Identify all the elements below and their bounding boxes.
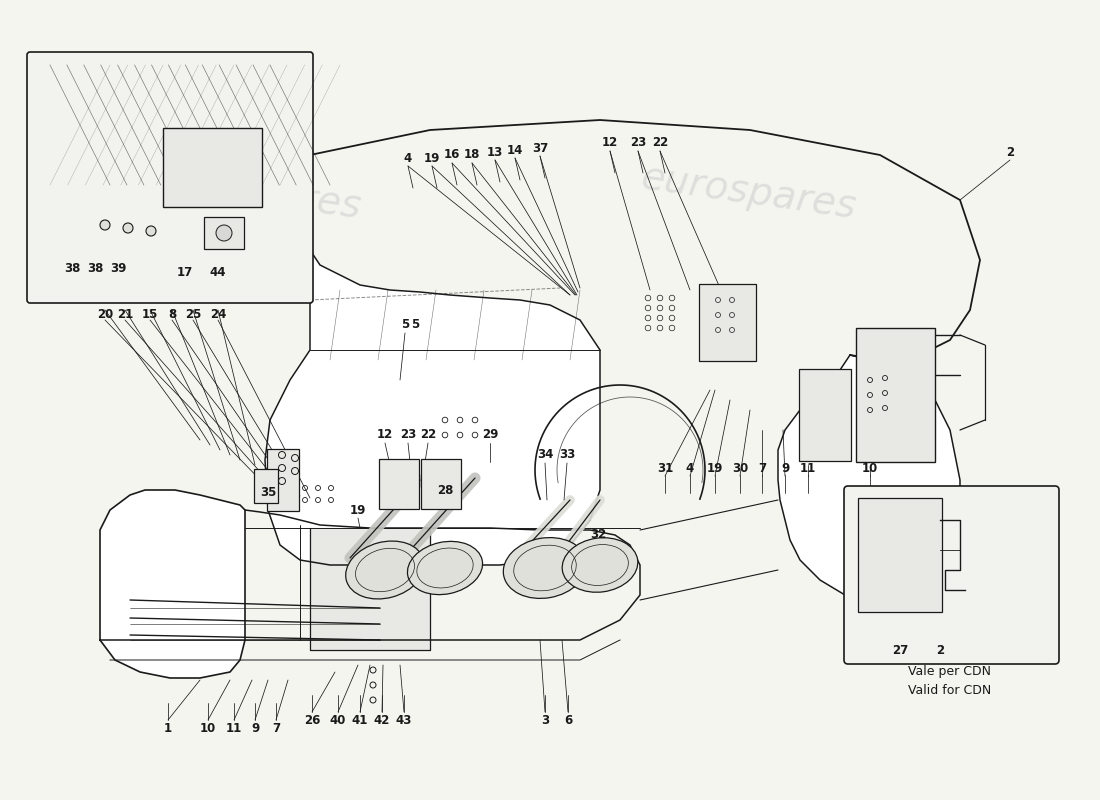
Text: 38: 38	[64, 262, 80, 274]
Text: 10: 10	[862, 462, 878, 474]
Text: 37: 37	[532, 142, 548, 154]
FancyBboxPatch shape	[856, 328, 935, 462]
Text: eurospares: eurospares	[143, 158, 363, 226]
Text: 29: 29	[482, 429, 498, 442]
Text: 9: 9	[781, 462, 789, 474]
Text: 8: 8	[168, 309, 176, 322]
Text: 38: 38	[87, 262, 103, 274]
Text: 2: 2	[936, 643, 944, 657]
Text: 19: 19	[424, 151, 440, 165]
Text: 32: 32	[590, 529, 606, 542]
FancyBboxPatch shape	[379, 459, 419, 509]
Text: 19: 19	[350, 503, 366, 517]
Text: 23: 23	[630, 137, 646, 150]
Text: 42: 42	[374, 714, 390, 726]
FancyBboxPatch shape	[267, 449, 299, 511]
Text: 22: 22	[420, 429, 436, 442]
Text: Vale per CDN: Vale per CDN	[909, 666, 991, 678]
Text: 13: 13	[487, 146, 503, 158]
Text: 4: 4	[404, 151, 412, 165]
Text: 16: 16	[443, 149, 460, 162]
Text: 18: 18	[464, 149, 481, 162]
Text: 12: 12	[377, 429, 393, 442]
FancyBboxPatch shape	[421, 459, 461, 509]
Text: 11: 11	[226, 722, 242, 734]
Circle shape	[123, 223, 133, 233]
Text: 26: 26	[304, 714, 320, 726]
Text: 11: 11	[800, 462, 816, 474]
Text: 17: 17	[177, 266, 194, 278]
Text: 19: 19	[707, 462, 723, 474]
Text: 5: 5	[411, 318, 419, 331]
Text: 2: 2	[1005, 146, 1014, 158]
Text: 21: 21	[117, 309, 133, 322]
Text: 15: 15	[142, 309, 158, 322]
Text: 3: 3	[541, 714, 549, 726]
Polygon shape	[310, 528, 430, 650]
Text: 27: 27	[892, 643, 909, 657]
Ellipse shape	[504, 538, 586, 598]
Text: 9: 9	[251, 722, 260, 734]
Text: 44: 44	[210, 266, 227, 278]
Text: 28: 28	[437, 483, 453, 497]
Ellipse shape	[562, 538, 638, 592]
Text: eurospares: eurospares	[638, 158, 858, 226]
Text: 35: 35	[260, 486, 276, 498]
FancyBboxPatch shape	[28, 52, 313, 303]
Text: 7: 7	[272, 722, 280, 734]
Circle shape	[146, 226, 156, 236]
Text: 25: 25	[185, 309, 201, 322]
Text: 39: 39	[110, 262, 126, 274]
Polygon shape	[778, 355, 960, 600]
FancyBboxPatch shape	[858, 498, 942, 612]
Text: 34: 34	[537, 449, 553, 462]
FancyBboxPatch shape	[254, 469, 278, 503]
Text: 22: 22	[652, 137, 668, 150]
Text: 7: 7	[758, 462, 766, 474]
Text: 1: 1	[164, 722, 172, 734]
Text: 6: 6	[564, 714, 572, 726]
Text: 4: 4	[686, 462, 694, 474]
FancyBboxPatch shape	[844, 486, 1059, 664]
Text: 40: 40	[330, 714, 346, 726]
Text: 14: 14	[507, 143, 524, 157]
Text: 5: 5	[400, 318, 409, 331]
Ellipse shape	[407, 542, 483, 594]
Circle shape	[216, 225, 232, 241]
FancyBboxPatch shape	[163, 128, 262, 207]
Text: 43: 43	[396, 714, 412, 726]
FancyBboxPatch shape	[204, 217, 244, 249]
Text: 20: 20	[97, 309, 113, 322]
FancyBboxPatch shape	[799, 369, 851, 461]
Text: Valid for CDN: Valid for CDN	[909, 683, 991, 697]
Text: 24: 24	[210, 309, 227, 322]
Polygon shape	[100, 490, 245, 678]
Text: 33: 33	[559, 449, 575, 462]
Text: 23: 23	[400, 429, 416, 442]
FancyBboxPatch shape	[698, 284, 756, 361]
Ellipse shape	[345, 541, 425, 599]
Text: 12: 12	[602, 137, 618, 150]
Text: 30: 30	[732, 462, 748, 474]
Text: 10: 10	[200, 722, 216, 734]
Text: 31: 31	[657, 462, 673, 474]
Text: 41: 41	[352, 714, 368, 726]
Circle shape	[100, 220, 110, 230]
Polygon shape	[265, 155, 600, 565]
